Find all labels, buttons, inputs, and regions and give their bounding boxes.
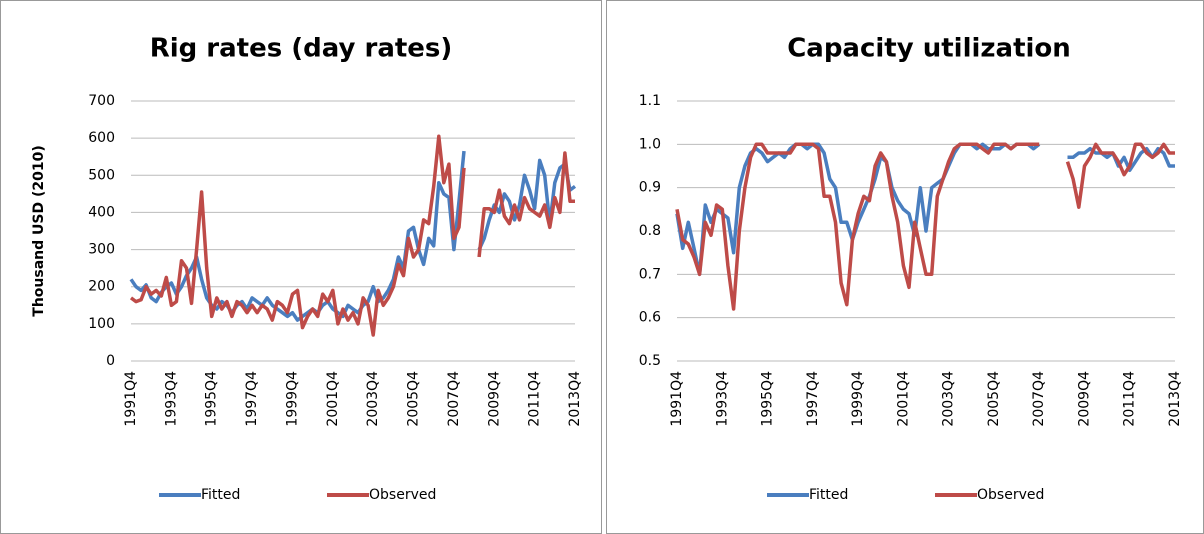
- chart-panel: Capacity utilization 0.5 0.6 0.7 0.8 0.9 1.0 1…: [606, 0, 1204, 534]
- y-tick-label: 0.5: [639, 353, 661, 369]
- data-line: [675, 142, 1175, 311]
- x-tick-label: 2009Q4: [486, 371, 502, 427]
- x-tick-label: 2003Q4: [365, 371, 381, 427]
- legend-label: Observed: [977, 487, 1044, 503]
- legend-label: Fitted: [809, 487, 848, 503]
- x-tick-label: 1999Q4: [850, 371, 866, 427]
- y-tick-label: 0.6: [639, 310, 661, 326]
- chart-title: Rig rates (day rates): [150, 34, 453, 64]
- x-tick-label: 2001Q4: [325, 371, 341, 427]
- y-tick-label: 200: [88, 279, 115, 295]
- chart: Rig rates (day rates) Thousand USD (2010…: [31, 34, 583, 504]
- x-tick-label: 2005Q4: [986, 371, 1002, 427]
- chart: Capacity utilization 0.5 0.6 0.7 0.8 0.9 1.0 1…: [639, 34, 1183, 504]
- x-tick-label: 2007Q4: [1031, 371, 1047, 427]
- y-tick-label: 600: [88, 130, 115, 146]
- y-tick-label: 0.9: [639, 180, 661, 196]
- x-tick-label: 2005Q4: [406, 371, 422, 427]
- chart-title: Capacity utilization: [787, 34, 1071, 64]
- x-tick-label: 1997Q4: [244, 371, 260, 427]
- y-tick-label: 100: [88, 316, 115, 332]
- x-tick-label: 2007Q4: [446, 371, 462, 427]
- y-tick-label: 300: [88, 242, 115, 258]
- y-axis-label: Thousand USD (2010): [31, 145, 47, 316]
- legend-label: Observed: [369, 487, 436, 503]
- x-tick-label: 1997Q4: [805, 371, 821, 427]
- x-tick-label: 2013Q4: [1167, 371, 1183, 427]
- x-tick-label: 2013Q4: [567, 371, 583, 427]
- y-tick-label: 400: [88, 204, 115, 220]
- x-tick-label: 1991Q4: [669, 371, 685, 427]
- y-tick-label: 500: [88, 167, 115, 183]
- data-line: [675, 142, 1175, 277]
- chart-panel: Rig rates (day rates) Thousand USD (2010…: [0, 0, 602, 534]
- y-tick-label: 0.7: [639, 266, 661, 282]
- y-tick-label: 700: [88, 93, 115, 109]
- x-tick-label: 1993Q4: [163, 371, 179, 427]
- x-tick-label: 1995Q4: [204, 371, 220, 427]
- x-tick-label: 1995Q4: [760, 371, 776, 427]
- x-tick-label: 2001Q4: [895, 371, 911, 427]
- y-tick-label: 0.8: [639, 223, 661, 239]
- x-tick-label: 2003Q4: [941, 371, 957, 427]
- x-tick-label: 1999Q4: [284, 371, 300, 427]
- x-tick-label: 1991Q4: [123, 371, 139, 427]
- x-tick-label: 1993Q4: [714, 371, 730, 427]
- legend-label: Fitted: [201, 487, 240, 503]
- data-line: [129, 134, 575, 337]
- y-tick-label: 1.1: [639, 93, 661, 109]
- x-tick-label: 2011Q4: [1122, 371, 1138, 427]
- x-tick-label: 2011Q4: [527, 371, 543, 427]
- y-tick-label: 0: [106, 353, 115, 369]
- x-tick-label: 2009Q4: [1076, 371, 1092, 427]
- y-tick-label: 1.0: [639, 136, 661, 152]
